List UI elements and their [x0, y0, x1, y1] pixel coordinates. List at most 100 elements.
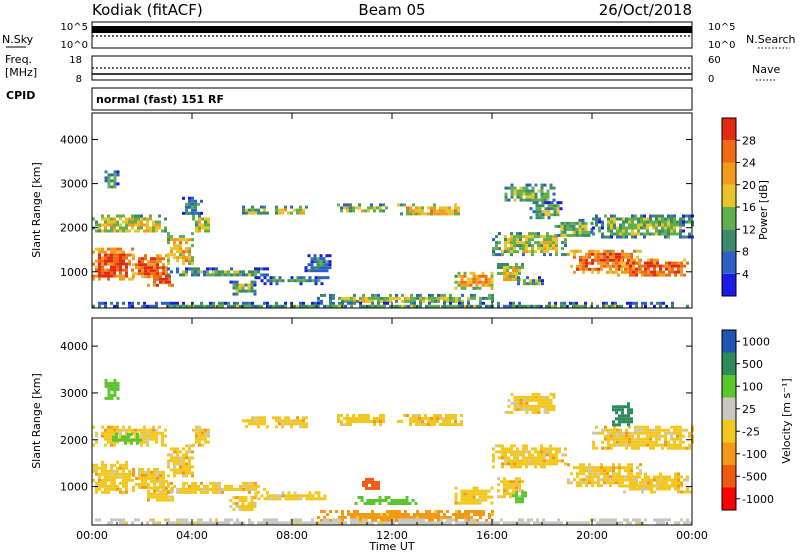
- range-cell: [254, 211, 257, 215]
- range-cell: [198, 226, 201, 230]
- range-cell: [616, 440, 619, 444]
- range-cell: [241, 499, 245, 502]
- range-cell: [592, 443, 595, 447]
- range-cell: [266, 490, 269, 494]
- range-cell: [396, 502, 400, 505]
- range-cell: [113, 463, 116, 467]
- range-cell: [431, 293, 434, 297]
- range-cell: [141, 485, 144, 489]
- range-cell: [305, 425, 308, 429]
- range-cell: [535, 201, 539, 205]
- range-cell: [573, 270, 576, 274]
- range-cell: [215, 481, 218, 485]
- range-cell: [302, 494, 306, 498]
- range-cell: [191, 465, 194, 469]
- range-cell: [469, 498, 473, 502]
- range-cell: [116, 381, 120, 385]
- range-cell: [579, 472, 582, 476]
- range-cell: [332, 521, 335, 525]
- range-cell: [392, 521, 395, 525]
- range-cell: [95, 463, 98, 467]
- range-cell: [528, 407, 532, 411]
- range-cell: [428, 301, 431, 305]
- range-cell: [457, 283, 461, 287]
- range-cell: [248, 211, 251, 215]
- range-cell: [176, 490, 179, 494]
- range-cell: [518, 480, 521, 484]
- range-cell: [410, 518, 413, 522]
- range-cell: [313, 260, 317, 264]
- range-cell: [221, 304, 224, 308]
- range-cell: [469, 501, 473, 505]
- range-cell: [341, 516, 344, 519]
- range-cell: [582, 264, 585, 268]
- range-cell: [628, 226, 631, 230]
- range-cell: [497, 263, 500, 266]
- range-cell: [251, 484, 254, 488]
- range-cell: [322, 266, 326, 270]
- range-cell: [356, 518, 359, 522]
- range-cell: [104, 217, 107, 221]
- range-cell: [352, 417, 355, 420]
- range-cell: [401, 293, 404, 297]
- range-cell: [182, 253, 185, 257]
- range-cell: [476, 519, 479, 522]
- range-cell: [389, 293, 392, 297]
- range-cell: [506, 483, 509, 487]
- range-cell: [308, 521, 311, 525]
- range-cell: [522, 247, 525, 251]
- range-cell: [466, 283, 470, 287]
- range-cell: [616, 428, 619, 432]
- range-cell: [665, 261, 668, 265]
- range-cell: [176, 471, 179, 475]
- range-cell: [372, 502, 376, 505]
- range-cell: [610, 446, 613, 450]
- range-cell: [153, 482, 156, 486]
- range-cell: [472, 501, 476, 505]
- range-cell: [662, 475, 665, 479]
- range-cell: [490, 286, 494, 290]
- range-cell: [239, 270, 242, 274]
- range-cell: [540, 401, 544, 405]
- range-cell: [386, 301, 389, 305]
- range-cell: [162, 269, 165, 273]
- range-cell: [647, 267, 650, 271]
- range-cell: [647, 484, 650, 488]
- range-cell: [159, 485, 162, 489]
- range-cell: [442, 212, 445, 216]
- range-cell: [421, 206, 424, 210]
- range-cell: [116, 214, 119, 218]
- range-cell: [519, 395, 523, 399]
- range-cell: [566, 221, 570, 225]
- range-cell: [485, 304, 488, 308]
- range-cell: [682, 446, 685, 450]
- range-cell: [659, 264, 662, 268]
- range-cell: [674, 261, 677, 265]
- range-cell: [206, 304, 209, 308]
- range-cell: [629, 521, 632, 525]
- range-cell: [566, 224, 570, 228]
- range-cell: [649, 220, 652, 224]
- range-cell: [263, 419, 266, 423]
- range-cell: [229, 280, 233, 284]
- range-cell: [95, 466, 98, 470]
- range-cell: [594, 472, 597, 476]
- range-cell: [239, 521, 242, 525]
- range-cell: [371, 296, 374, 300]
- range-cell: [311, 494, 315, 498]
- range-cell: [680, 484, 683, 488]
- range-cell: [430, 212, 433, 216]
- velocity-colorbar-tick-label: 1000: [742, 335, 770, 348]
- range-cell: [116, 484, 119, 488]
- range-cell: [664, 229, 667, 233]
- range-cell: [197, 518, 200, 522]
- range-cell: [688, 446, 691, 450]
- range-cell: [685, 214, 688, 218]
- range-cell: [326, 304, 329, 308]
- range-cell: [606, 472, 609, 476]
- range-cell: [250, 289, 254, 293]
- range-cell: [449, 296, 452, 300]
- range-cell: [254, 267, 257, 271]
- range-cell: [627, 267, 630, 271]
- range-cell: [101, 229, 104, 233]
